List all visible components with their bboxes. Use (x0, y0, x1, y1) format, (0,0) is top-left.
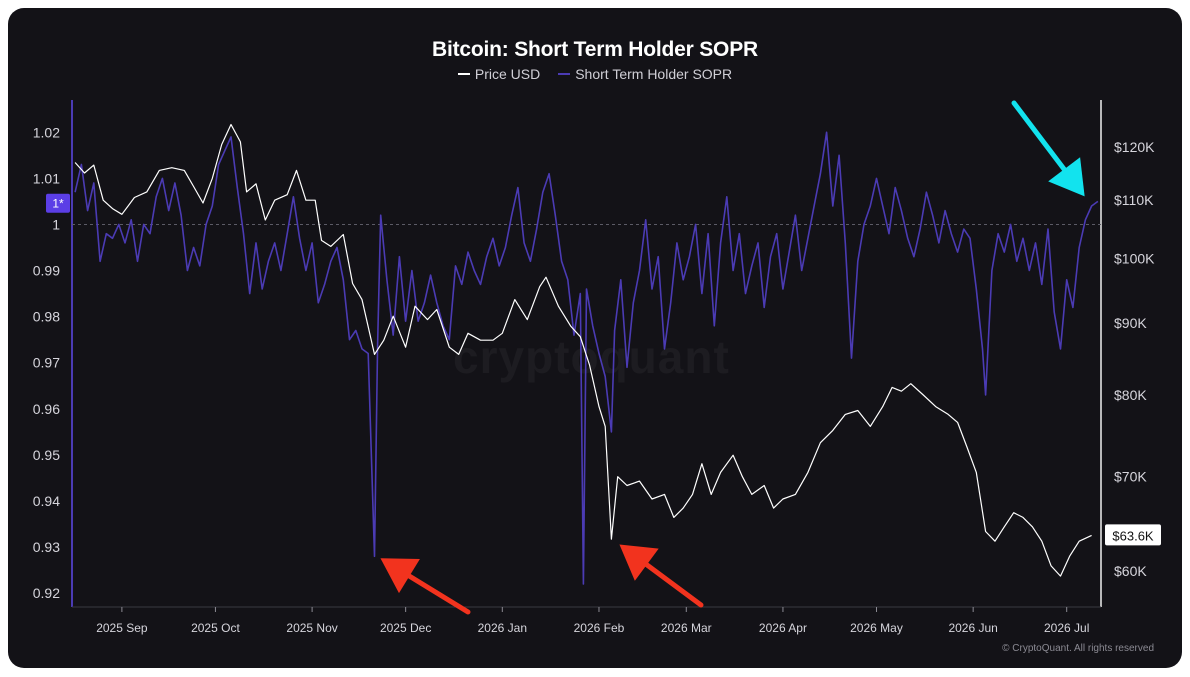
cyan-arrow-shaft (1011, 100, 1067, 172)
right-tick-label: $70K (1114, 469, 1147, 485)
left-tick-label: 1 (52, 216, 60, 232)
left-tick-label: 0.94 (33, 493, 60, 509)
chart-legend: Price USD Short Term Holder SOPR (8, 66, 1182, 82)
red-arrow-2-head (619, 544, 659, 581)
left-tick-label: 0.96 (33, 401, 60, 417)
right-tick-label: $100K (1114, 251, 1155, 267)
x-tick-label: 2025 Nov (286, 621, 337, 635)
cyan-arrow-head (1048, 157, 1085, 197)
x-tick-label: 2026 Mar (661, 621, 712, 635)
legend-label-sopr: Short Term Holder SOPR (575, 66, 733, 82)
left-tick-label: 0.93 (33, 539, 60, 555)
price-line (74, 123, 1092, 577)
legend-swatch-sopr (558, 73, 571, 75)
legend-item-price[interactable]: Price USD (457, 66, 541, 82)
reference-badge-label: 1* (52, 197, 64, 211)
left-tick-label: 0.95 (33, 447, 60, 463)
x-tick-label: 2026 Jan (478, 621, 527, 635)
last-price-label: $63.6K (1112, 528, 1154, 543)
reference-badge (46, 193, 70, 213)
left-tick-label: 1.01 (33, 170, 60, 186)
x-tick-label: 2026 May (850, 621, 903, 635)
right-tick-label: $60K (1114, 563, 1147, 579)
left-tick-label: 0.92 (33, 585, 60, 601)
right-tick-label: $90K (1114, 315, 1147, 331)
legend-swatch-price (457, 73, 470, 75)
last-price-badge (1105, 524, 1161, 546)
left-tick-label: 0.97 (33, 355, 60, 371)
watermark: cryptoquant (453, 330, 730, 384)
left-tick-label: 0.98 (33, 309, 60, 325)
x-tick-label: 2026 Apr (759, 621, 807, 635)
x-tick-label: 2025 Oct (191, 621, 240, 635)
x-tick-label: 2026 Jul (1044, 621, 1089, 635)
red-arrow-1-head (380, 558, 420, 594)
copyright: © CryptoQuant. All rights reserved (1002, 643, 1154, 654)
x-tick-label: 2025 Sep (96, 621, 148, 635)
red-arrow-1-shaft (406, 573, 471, 615)
x-tick-label: 2026 Feb (574, 621, 625, 635)
chart-title: Bitcoin: Short Term Holder SOPR (432, 38, 758, 61)
left-tick-label: 1.02 (33, 124, 60, 140)
right-tick-label: $110K (1114, 192, 1154, 208)
left-tick-label: 0.99 (33, 263, 60, 279)
x-tick-label: 2025 Dec (380, 621, 431, 635)
right-tick-label: $120K (1114, 139, 1155, 155)
x-tick-label: 2026 Jun (948, 621, 997, 635)
legend-label-price: Price USD (474, 66, 541, 82)
legend-item-sopr[interactable]: Short Term Holder SOPR (558, 66, 732, 82)
right-tick-label: $80K (1114, 387, 1147, 403)
red-arrow-2-shaft (644, 562, 704, 608)
sopr-line (74, 131, 1099, 585)
